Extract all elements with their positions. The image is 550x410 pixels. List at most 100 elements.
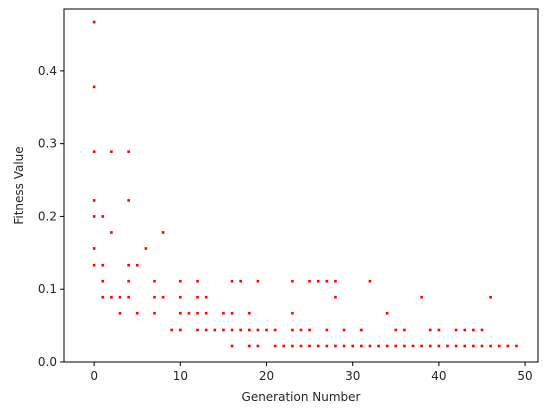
points-layer	[92, 20, 518, 348]
x-tick-label: 50	[517, 369, 532, 383]
data-point	[437, 344, 441, 348]
data-point	[360, 328, 363, 332]
data-point	[204, 295, 208, 299]
data-point	[92, 85, 96, 89]
data-point	[118, 295, 122, 299]
data-point	[196, 311, 199, 315]
y-axis-ticks: 0.0 0.1 0.2 0.3 0.4	[38, 64, 64, 369]
data-point	[222, 328, 225, 332]
y-tick-label: 0.1	[38, 282, 57, 296]
data-point	[334, 279, 337, 283]
data-point	[428, 328, 432, 332]
data-point	[463, 328, 467, 332]
data-point	[256, 279, 260, 283]
data-point	[118, 311, 122, 315]
data-point	[265, 328, 268, 332]
data-point	[420, 344, 423, 348]
data-point	[187, 311, 191, 315]
data-point	[273, 344, 277, 348]
data-point	[291, 311, 294, 315]
data-point	[179, 311, 182, 315]
data-point	[135, 311, 139, 315]
data-point	[480, 328, 484, 332]
data-point	[127, 263, 130, 267]
plot-area	[63, 8, 539, 363]
data-point	[291, 344, 294, 348]
data-point	[334, 295, 337, 299]
data-point	[247, 311, 251, 315]
data-point	[153, 279, 156, 283]
data-point	[299, 344, 303, 348]
data-point	[325, 279, 329, 283]
data-point	[377, 344, 380, 348]
data-point	[127, 295, 130, 299]
x-tick-label: 30	[345, 369, 360, 383]
data-point	[110, 231, 113, 234]
data-point	[437, 328, 441, 332]
data-point	[420, 295, 423, 299]
axes-frame	[63, 8, 539, 363]
data-point	[92, 215, 96, 218]
data-point	[385, 344, 389, 348]
data-point	[230, 279, 234, 283]
data-point	[110, 150, 113, 153]
data-point	[135, 263, 139, 267]
data-point	[101, 263, 105, 267]
data-point	[222, 311, 225, 315]
data-point	[368, 344, 372, 348]
data-point	[472, 328, 475, 332]
data-point	[308, 279, 311, 283]
data-point	[480, 344, 484, 348]
data-point	[403, 344, 406, 348]
data-point	[144, 247, 148, 250]
y-tick-label: 0.4	[38, 64, 57, 78]
data-point	[454, 344, 458, 348]
data-point	[316, 279, 320, 283]
data-point	[308, 328, 311, 332]
x-tick-label: 40	[431, 369, 446, 383]
data-point	[385, 311, 389, 315]
data-point	[153, 311, 156, 315]
data-point	[92, 150, 96, 153]
data-point	[325, 328, 329, 332]
data-point	[101, 279, 105, 283]
data-point	[161, 295, 165, 299]
data-point	[153, 295, 156, 299]
data-point	[411, 344, 415, 348]
data-point	[127, 199, 130, 202]
data-point	[230, 344, 234, 348]
y-tick-label: 0.3	[38, 137, 57, 151]
data-point	[92, 20, 96, 24]
data-point	[454, 328, 458, 332]
data-point	[368, 279, 372, 283]
data-point	[489, 344, 492, 348]
data-point	[101, 295, 105, 299]
data-point	[179, 279, 182, 283]
data-point	[472, 344, 475, 348]
data-point	[273, 328, 277, 332]
data-point	[394, 344, 398, 348]
data-point	[316, 344, 320, 348]
data-point	[342, 328, 346, 332]
data-point	[179, 295, 182, 299]
x-tick-label: 0	[90, 369, 98, 383]
data-point	[446, 344, 449, 348]
data-point	[196, 295, 199, 299]
data-point	[179, 328, 182, 332]
x-axis-ticks: 0 10 20 30 40 50	[90, 362, 533, 383]
y-tick-label: 0.0	[38, 355, 57, 369]
data-point	[92, 247, 96, 250]
data-point	[239, 279, 242, 283]
data-point	[92, 199, 96, 202]
x-axis-label: Generation Number	[242, 390, 361, 404]
data-point	[170, 328, 174, 332]
data-point	[204, 328, 208, 332]
data-point	[127, 150, 130, 153]
data-point	[247, 328, 251, 332]
data-point	[230, 328, 234, 332]
y-axis-label: Fitness Value	[12, 146, 26, 224]
data-point	[463, 344, 467, 348]
data-point	[230, 311, 234, 315]
